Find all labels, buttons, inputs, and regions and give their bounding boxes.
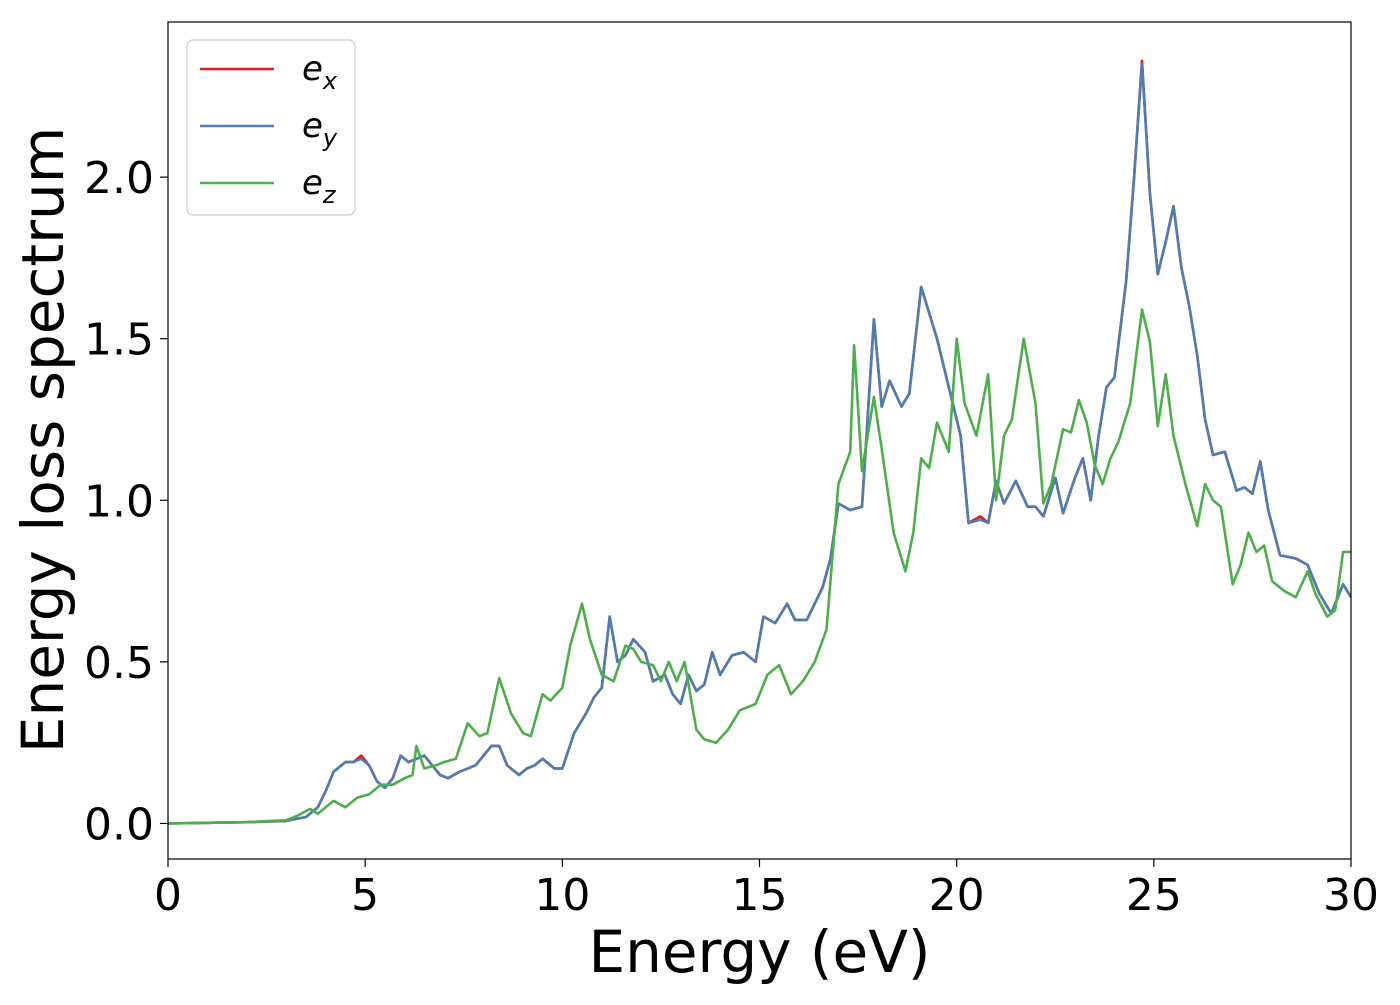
x-axis-title: Energy (eV) [588, 918, 930, 986]
y-tick-label: 0.0 [84, 799, 154, 850]
x-tick-label: 10 [534, 870, 590, 921]
y-tick-label: 1.5 [84, 315, 154, 366]
y-tick-label: 1.0 [84, 476, 154, 527]
series-layer [168, 59, 1351, 825]
series-line-z [168, 308, 1351, 825]
y-tick-label: 2.0 [84, 153, 154, 204]
legend-label-z: ez [302, 163, 337, 209]
x-tick-label: 5 [351, 870, 379, 921]
x-axis: 0 5 10 15 20 25 30 [154, 859, 1379, 921]
legend: ex ey ez [186, 39, 356, 216]
x-tick-label: 20 [929, 870, 985, 921]
x-tick-label: 15 [732, 870, 788, 921]
y-axis-title: Energy loss spectrum [9, 127, 77, 753]
y-axis: 0.0 0.5 1.0 1.5 2.0 [84, 153, 168, 850]
x-tick-label: 25 [1126, 870, 1182, 921]
x-tick-label: 30 [1323, 870, 1379, 921]
legend-label-x: ex [302, 49, 338, 95]
x-tick-label: 0 [154, 870, 182, 921]
legend-box [186, 39, 356, 216]
legend-label-y: ey [302, 106, 338, 152]
y-tick-label: 0.5 [84, 638, 154, 689]
